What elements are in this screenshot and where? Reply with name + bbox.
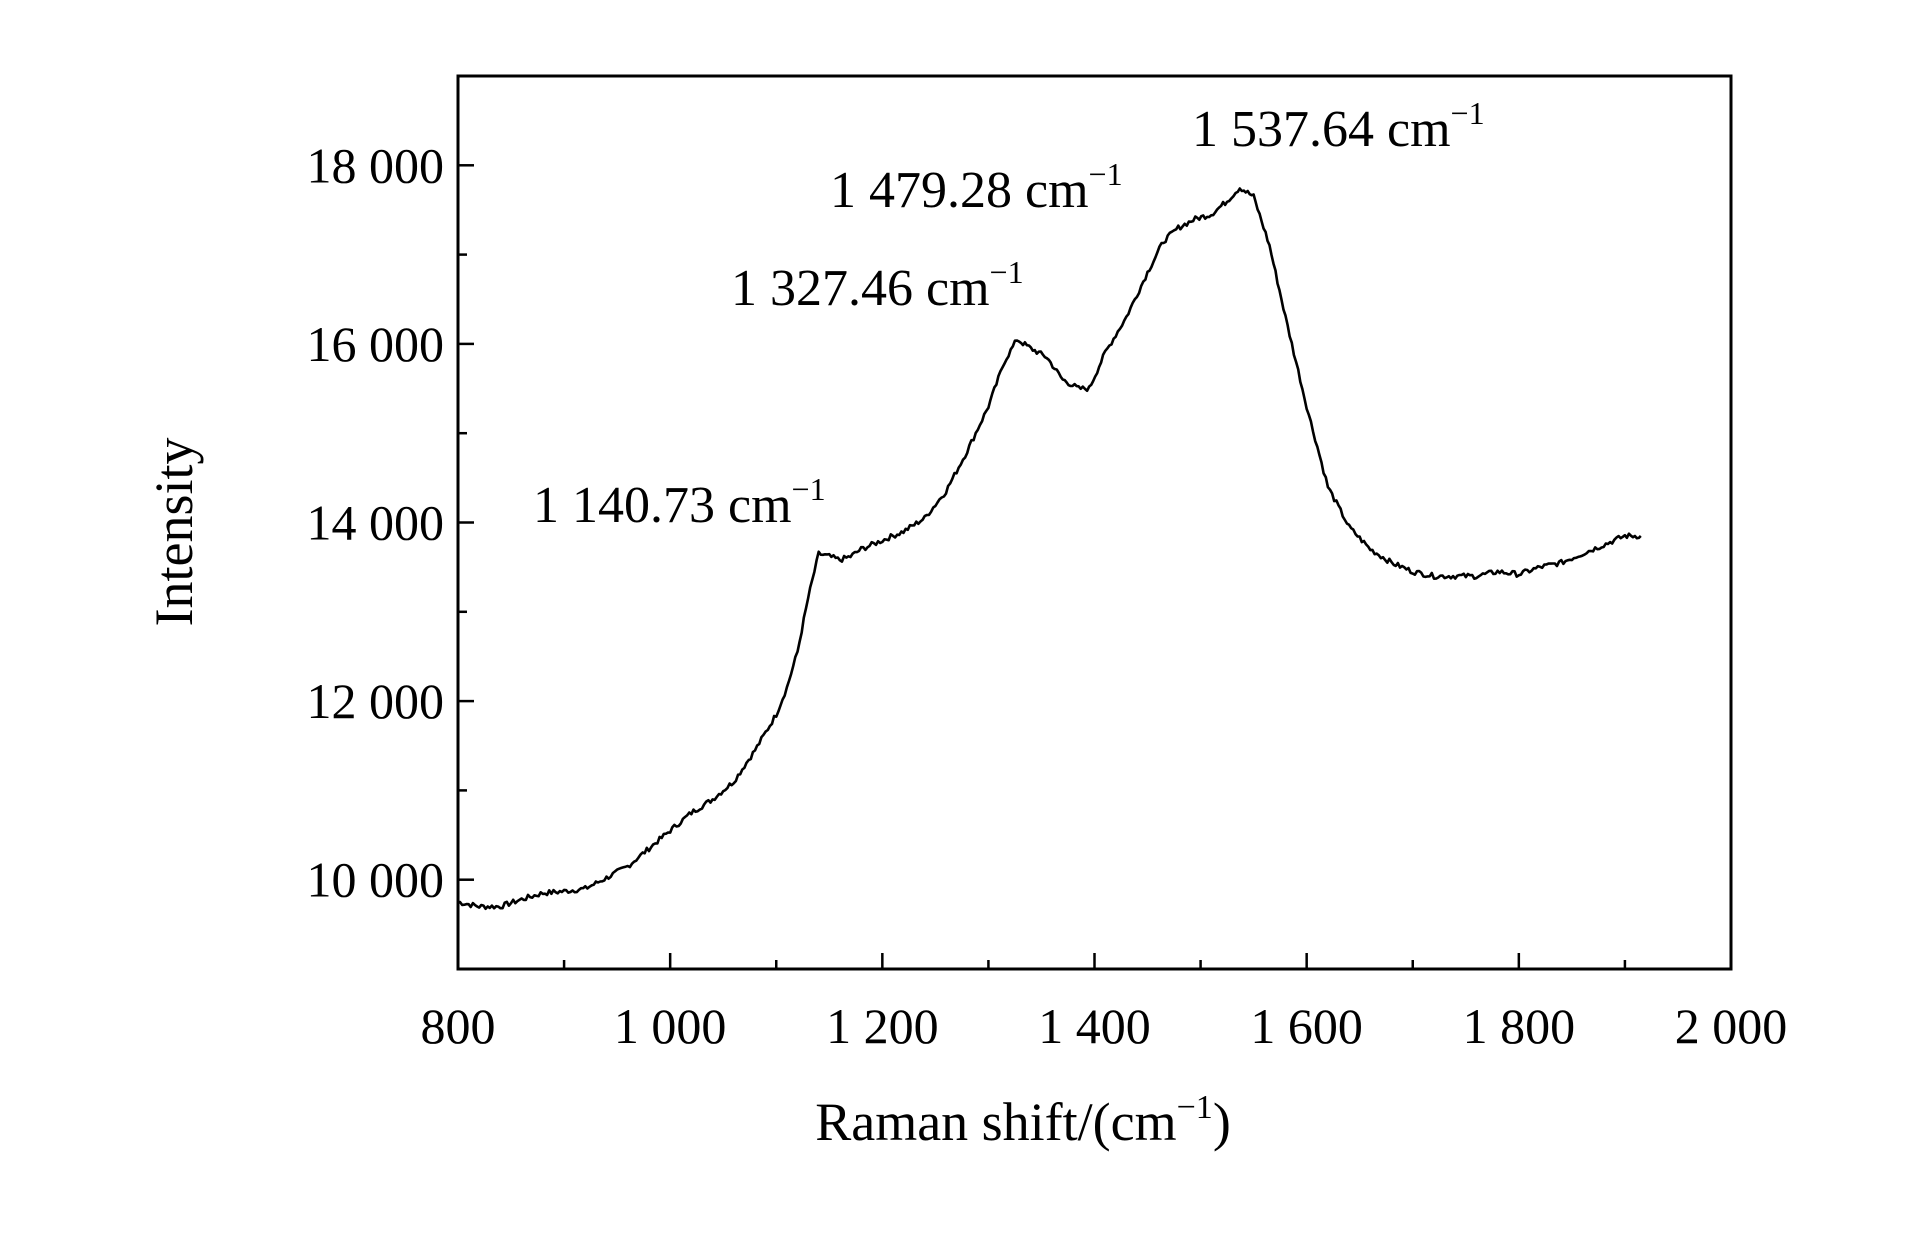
axes: 800 1 000 1 200 1 400 1 600 1 800 2 000 10 000 1… [307,74,1788,1054]
x-axis-title: Raman shift/(cm−1) [815,1089,1231,1152]
y-tick-label: 18 000 [307,137,445,193]
y-tick-label: 16 000 [307,316,445,372]
x-tick-label: 1 000 [614,998,727,1054]
spectrum-line [458,187,1642,911]
peak-label: 1 140.73 cm−1 [533,471,826,534]
x-tick-label: 800 [421,998,496,1054]
peak-label: 1 537.64 cm−1 [1192,95,1485,158]
y-axis-title: Intensity [144,438,204,627]
x-tick-label: 1 200 [826,998,939,1054]
peak-labels: 1 140.73 cm−1 1 327.46 cm−1 1 479.28 cm−1 1… [533,95,1485,534]
plot-area [458,187,1642,911]
x-tick-label: 1 800 [1463,998,1576,1054]
peak-label: 1 479.28 cm−1 [830,156,1123,219]
y-tick-label: 12 000 [307,673,445,729]
y-tick-label: 14 000 [307,495,445,551]
x-tick-label: 1 400 [1038,998,1151,1054]
peak-label: 1 327.46 cm−1 [731,254,1024,317]
x-tick-label: 1 600 [1250,998,1363,1054]
x-tick-label: 2 000 [1675,998,1788,1054]
y-tick-label: 10 000 [307,852,445,908]
